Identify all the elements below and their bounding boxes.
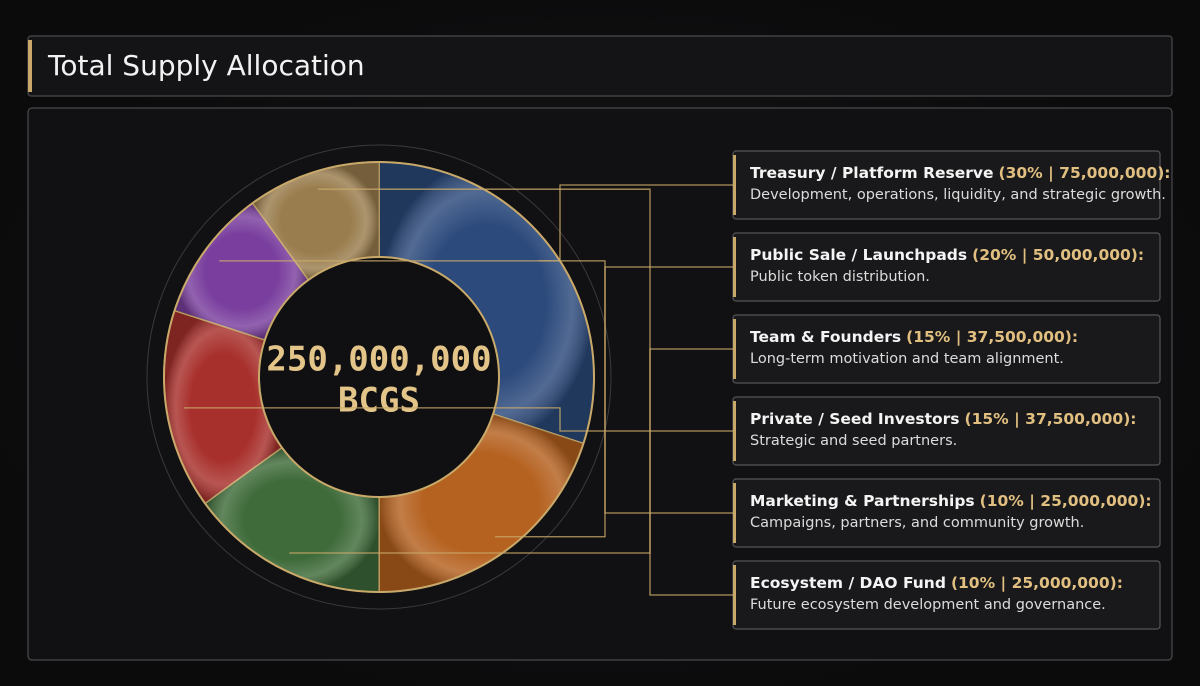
donut-rim — [163, 161, 595, 593]
center-total: 250,000,000 — [266, 340, 491, 380]
legend-accent — [733, 155, 736, 215]
donut-hole — [258, 256, 500, 498]
legend-description: Development, operations, liquidity, and … — [750, 187, 1166, 203]
legend-value: (20% | 50,000,000): — [972, 246, 1144, 265]
legend-accent — [733, 565, 736, 625]
legend-accent — [733, 319, 736, 379]
legend-value: (30% | 75,000,000): — [999, 164, 1171, 183]
legend-name: Public Sale / Launchpads — [750, 246, 967, 264]
legend-description: Public token distribution. — [750, 269, 930, 285]
legend-heading: Team & Founders (15% | 37,500,000): — [750, 328, 1078, 347]
legend-description: Long-term motivation and team alignment. — [750, 351, 1064, 367]
legend-value: (10% | 25,000,000): — [951, 574, 1123, 593]
legend-name: Private / Seed Investors — [750, 410, 960, 428]
legend-value: (15% | 37,500,000): — [965, 410, 1137, 429]
legend-accent — [733, 483, 736, 543]
legend-name: Treasury / Platform Reserve — [750, 164, 994, 182]
legend-description: Campaigns, partners, and community growt… — [750, 515, 1084, 531]
legend-heading: Ecosystem / DAO Fund (10% | 25,000,000): — [750, 574, 1123, 593]
legend-accent — [733, 401, 736, 461]
chart-title: Total Supply Allocation — [47, 49, 365, 82]
legend-heading: Marketing & Partnerships (10% | 25,000,00… — [750, 492, 1152, 511]
outer-ring — [146, 144, 612, 610]
legend-accent — [733, 237, 736, 297]
legend-value: (10% | 25,000,000): — [980, 492, 1152, 511]
legend-description: Future ecosystem development and governa… — [750, 597, 1106, 613]
connector — [219, 260, 733, 514]
legend-box — [732, 232, 1161, 302]
legend-description: Strategic and seed partners. — [750, 433, 957, 449]
legend-name: Ecosystem / DAO Fund — [750, 574, 946, 592]
legend-heading: Treasury / Platform Reserve (30% | 75,000… — [750, 164, 1171, 183]
legend-box — [732, 478, 1161, 548]
connector — [183, 407, 733, 432]
legend-name: Team & Founders — [750, 328, 901, 346]
connector — [317, 188, 733, 596]
legend-heading: Public Sale / Launchpads (20% | 50,000,00… — [750, 246, 1144, 265]
legend-box — [732, 314, 1161, 384]
legend-heading: Private / Seed Investors (15% | 37,500,00… — [750, 410, 1137, 429]
legend-box — [732, 396, 1161, 466]
legend-value: (15% | 37,500,000): — [906, 328, 1078, 347]
center-unit: BCGS — [338, 381, 420, 421]
legend-name: Marketing & Partnerships — [750, 492, 975, 510]
title-accent — [28, 40, 32, 92]
legend-box — [732, 150, 1161, 220]
legend-box — [732, 560, 1161, 630]
